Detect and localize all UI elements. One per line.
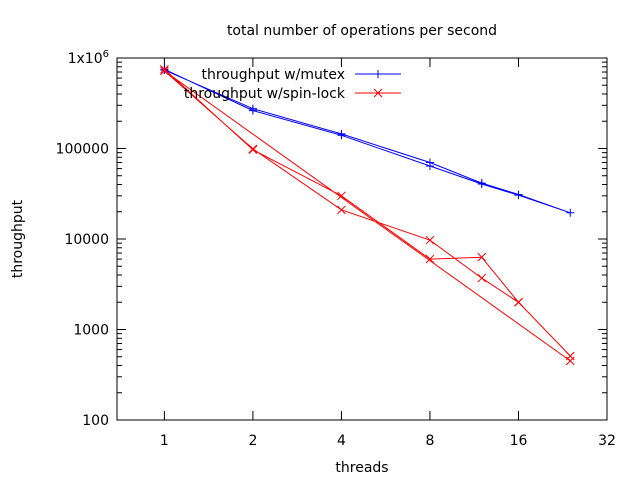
x-tick-label: 16: [510, 433, 528, 449]
data-point: [425, 158, 434, 167]
point-marker: [160, 64, 169, 74]
plot-frame: [116, 57, 608, 421]
data-point: [160, 66, 169, 75]
data-point: [160, 66, 169, 76]
x-tick-label: 8: [425, 433, 434, 449]
point-marker: [514, 297, 523, 307]
legend-entry: throughput w/mutex: [201, 67, 401, 83]
legend-entry: throughput w/spin-lock: [184, 86, 401, 102]
point-marker: [477, 273, 487, 283]
point-marker: [425, 254, 435, 264]
y-axis-label: throughput: [10, 199, 26, 278]
y-tick-label: 1x106: [68, 49, 109, 67]
data-point: [566, 208, 575, 217]
y-tick-label: 10000: [64, 232, 109, 248]
data-point: [477, 179, 486, 188]
y-tick-label: 100000: [56, 142, 109, 158]
data-point: [514, 190, 523, 199]
data-point: [477, 273, 487, 283]
data-point: [337, 129, 346, 138]
x-axis-label: threads: [335, 460, 388, 476]
legend: throughput w/mutex throughput w/spin-lock: [184, 67, 401, 102]
point-marker: [248, 144, 258, 154]
legend-label: throughput w/spin-lock: [184, 86, 346, 102]
data-point: [565, 356, 575, 366]
point-marker: [248, 145, 258, 155]
x-tick-label: 2: [248, 433, 257, 449]
data-point: [425, 254, 435, 264]
series-layer: [160, 64, 575, 366]
point-marker: [337, 205, 346, 215]
point-marker: [477, 252, 487, 262]
x-tick-label: 4: [337, 433, 346, 449]
data-point: [337, 205, 346, 215]
data-point: [425, 235, 435, 245]
data-point: [248, 144, 258, 154]
y-tick-exponent: 6: [103, 49, 109, 60]
x-tick-label: 32: [598, 433, 616, 449]
series-line: [164, 68, 571, 362]
y-tick-label: 1000: [73, 323, 109, 339]
series-2: [160, 64, 575, 366]
y-axis: 100 1000 10000 100000 1x106: [56, 49, 607, 429]
data-point: [337, 191, 346, 201]
point-marker: [373, 88, 383, 98]
point-marker: [160, 66, 169, 76]
data-point: [477, 252, 487, 262]
series-1: [160, 65, 575, 217]
x-tick-label: 1: [160, 433, 169, 449]
point-marker: [425, 235, 435, 245]
data-point: [248, 104, 257, 113]
point-marker: [337, 191, 346, 201]
data-point: [160, 64, 169, 74]
data-point: [248, 145, 258, 155]
point-marker: [565, 356, 575, 366]
data-point: [514, 297, 523, 307]
x-axis: 1 2 4 8 16 32: [160, 58, 616, 449]
y-tick-label: 100: [82, 413, 109, 429]
chart-title: total number of operations per second: [227, 23, 497, 39]
legend-label: throughput w/mutex: [201, 67, 345, 83]
